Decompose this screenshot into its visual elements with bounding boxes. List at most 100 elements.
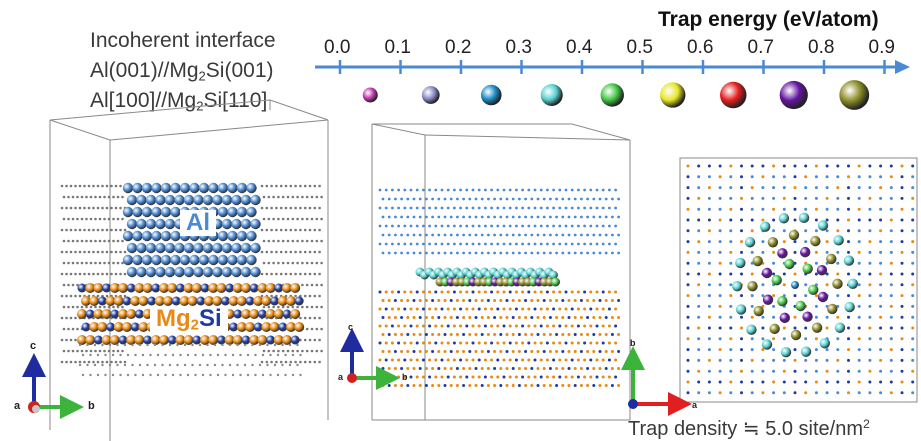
gray-atom <box>186 373 190 377</box>
mg2si-atom-small <box>449 384 453 387</box>
al-atom <box>164 218 176 230</box>
al-atom-small <box>595 242 599 246</box>
lattice-atom <box>847 348 850 352</box>
lattice-atom <box>793 164 797 168</box>
lattice-atom <box>804 326 808 330</box>
gray-atom <box>267 261 271 265</box>
trap-site <box>798 212 810 224</box>
lattice-atom <box>900 196 904 200</box>
gray-atom <box>78 206 82 210</box>
lattice-atom <box>879 218 883 222</box>
gray-atom <box>320 349 323 353</box>
gray-atom <box>267 349 271 353</box>
mg2si-atom-small <box>490 341 494 345</box>
lattice-atom <box>814 391 818 395</box>
mg2si-atom-small <box>477 341 481 345</box>
orientation-directions: Al[100]//Mg2Si[110] <box>90 90 267 112</box>
si-atom <box>102 283 112 293</box>
al-atom-small <box>403 206 407 210</box>
lattice-atom <box>900 186 904 190</box>
al-atom-small <box>595 188 599 192</box>
lattice-atom <box>814 348 818 352</box>
al-atom-small <box>403 188 407 192</box>
al-atom-small <box>480 251 484 255</box>
al-atom-small <box>598 233 602 237</box>
mg-atom <box>183 283 194 293</box>
al-atom-small <box>546 224 549 228</box>
mg2si-atom-small <box>533 375 537 379</box>
lattice-atom <box>879 304 883 308</box>
gray-atom <box>138 363 142 367</box>
gray-atom <box>105 250 109 254</box>
mg2si-atom-small <box>384 358 388 362</box>
mg2si-atom-small <box>508 307 512 311</box>
mg2si-atom-small <box>536 299 540 302</box>
al-atom-small <box>601 206 605 210</box>
mg-atom <box>241 309 251 319</box>
trap-energy-sphere <box>660 82 686 108</box>
gray-atom <box>83 206 86 210</box>
al-atom <box>151 254 162 266</box>
lattice-atom <box>889 304 893 308</box>
gray-atom <box>294 294 297 298</box>
al-atom-small <box>589 242 593 246</box>
mg2si-atom-small <box>428 341 432 345</box>
gray-atom <box>186 353 190 357</box>
gray-atom <box>260 184 264 188</box>
lattice-atom <box>911 304 915 308</box>
lattice-atom <box>772 175 776 179</box>
gray-atom <box>153 363 157 367</box>
lattice-atom <box>814 186 818 190</box>
lattice-atom <box>697 175 701 179</box>
lattice-atom <box>889 380 893 384</box>
gray-atom <box>119 206 122 210</box>
gray-atom <box>62 283 66 287</box>
al-atom-small <box>412 251 416 255</box>
gray-atom <box>161 343 164 347</box>
gray-atom <box>206 343 209 347</box>
gray-atom <box>301 261 304 265</box>
al-atom-small <box>480 233 484 237</box>
mg2si-atom-small <box>409 290 413 294</box>
al-atom-small <box>381 197 385 201</box>
lattice-atom <box>686 164 690 168</box>
lattice-atom <box>836 261 840 265</box>
lattice-atom <box>847 175 850 179</box>
gray-atom <box>87 184 91 188</box>
right-c-axis-dot <box>628 399 638 409</box>
al-atom <box>236 182 248 194</box>
mg2si-atom-small <box>446 341 450 345</box>
gray-atom <box>299 316 302 320</box>
lattice-atom <box>836 391 840 395</box>
gray-atom <box>89 239 93 243</box>
si-atom <box>253 322 263 332</box>
lattice-atom <box>868 348 872 352</box>
lattice-atom <box>772 348 776 352</box>
gray-atom <box>191 363 194 367</box>
mg2si-atom-small <box>421 358 425 362</box>
gray-atom <box>71 305 75 309</box>
mg2si-atom-small <box>474 350 478 353</box>
al-atom-small <box>443 215 447 219</box>
mg2si-atom-small <box>449 299 453 302</box>
mg2si-atom-small <box>567 367 571 370</box>
lattice-atom <box>707 369 711 373</box>
mg2si-atom-small <box>381 316 385 319</box>
mg2si-atom-small <box>570 324 574 328</box>
gray-atom <box>239 373 242 377</box>
lattice-atom <box>686 337 690 341</box>
al-atom-small <box>608 224 611 228</box>
trap-site <box>784 258 795 270</box>
lattice-atom <box>793 186 797 190</box>
gray-atom <box>289 360 293 364</box>
al-atom-small <box>614 188 617 192</box>
mg-atom <box>224 335 235 345</box>
lattice-atom <box>900 283 904 287</box>
al-atom-small <box>468 233 472 237</box>
lattice-atom <box>782 369 786 373</box>
mg2si-atom-small <box>604 367 608 370</box>
gray-atom <box>310 283 314 287</box>
gray-atom <box>273 343 277 347</box>
lattice-atom <box>900 218 904 222</box>
mg2si-atom-small <box>586 299 590 302</box>
